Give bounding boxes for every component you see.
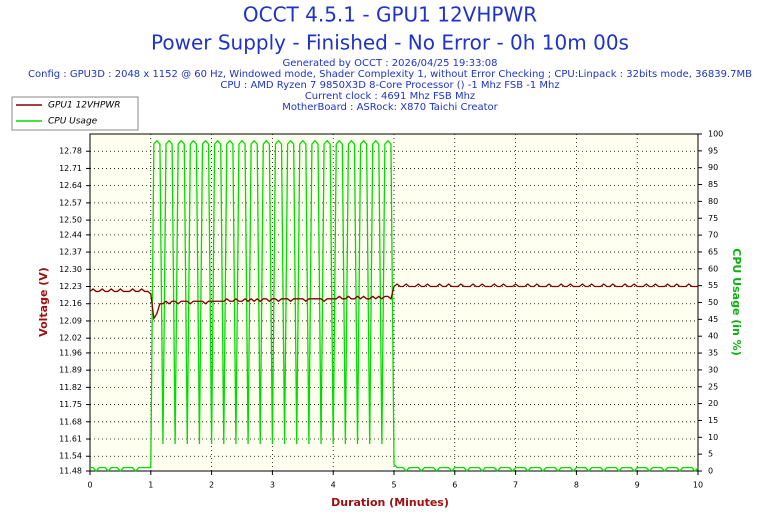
- y-tick-label: 12.78: [59, 147, 82, 156]
- y-tick-label: 11.82: [59, 383, 82, 392]
- x-tick-label: 3: [270, 481, 275, 490]
- y-tick-label: 11.96: [59, 348, 82, 357]
- legend-label: CPU Usage: [48, 117, 98, 127]
- y2-tick-label: 55: [708, 281, 718, 290]
- y2-tick-label: 30: [708, 365, 718, 374]
- y-tick-label: 12.50: [59, 216, 82, 225]
- legend-box: [11, 96, 139, 131]
- y-tick-label: 11.89: [59, 366, 82, 375]
- x-tick-label: 10: [693, 481, 703, 490]
- y2-tick-label: 45: [708, 315, 718, 324]
- data-line: [89, 283, 698, 321]
- y-tick-label: 12.64: [59, 181, 82, 190]
- y-tick-label: 11.75: [59, 400, 82, 409]
- y2-tick-label: 15: [708, 416, 718, 425]
- x-tick-label: 6: [452, 481, 457, 490]
- y-tick-label: 12.57: [59, 198, 82, 207]
- y2-axis-label: CPU Usage (in %): [730, 248, 743, 355]
- y-tick-label: 12.30: [59, 265, 82, 274]
- y2-tick-label: 95: [708, 146, 718, 155]
- y2-tick-label: 25: [708, 382, 718, 391]
- x-tick-label: 8: [574, 481, 579, 490]
- x-axis-label: Duration (Minutes): [331, 496, 449, 509]
- x-tick-label: 1: [148, 481, 153, 490]
- chart-title: OCCT 4.5.1 - GPU1 12VHPWR: [243, 3, 537, 27]
- legend-label: GPU1 12VHPWR: [48, 101, 121, 111]
- y2-tick-label: 80: [708, 197, 718, 206]
- y2-tick-label: 0: [708, 467, 713, 476]
- x-tick-label: 9: [635, 481, 640, 490]
- data-line: [90, 139, 699, 472]
- y2-tick-label: 50: [708, 298, 718, 307]
- y2-tick-label: 35: [708, 349, 718, 358]
- y2-tick-label: 70: [708, 231, 718, 240]
- y2-tick-label: 10: [708, 433, 718, 442]
- y-tick-label: 11.48: [59, 467, 82, 476]
- x-tick-label: 2: [209, 481, 214, 490]
- x-tick-label: 7: [513, 481, 518, 490]
- y-tick-label: 11.61: [59, 435, 82, 444]
- y-tick-label: 12.16: [59, 299, 82, 308]
- y-tick-label: 12.71: [59, 164, 82, 173]
- y-tick-label: 12.09: [59, 316, 82, 325]
- info-line: Generated by OCCT : 2026/04/25 19:33:08: [282, 58, 497, 69]
- y2-tick-label: 100: [708, 130, 723, 139]
- x-tick-label: 4: [331, 481, 336, 490]
- y2-tick-label: 90: [708, 163, 718, 172]
- y2-tick-label: 20: [708, 399, 718, 408]
- y2-tick-label: 75: [708, 214, 718, 223]
- x-tick-label: 5: [391, 481, 396, 490]
- y-tick-label: 11.68: [59, 417, 82, 426]
- y-tick-label: 12.37: [59, 248, 82, 257]
- info-line: Current clock : 4691 Mhz FSB Mhz: [305, 91, 475, 102]
- y-axis-label: Voltage (V): [37, 267, 50, 337]
- y2-tick-label: 60: [708, 264, 718, 273]
- chart-subtitle: Power Supply - Finished - No Error - 0h …: [151, 31, 629, 55]
- y2-tick-label: 40: [708, 332, 718, 341]
- y-tick-label: 11.54: [59, 452, 82, 461]
- y2-tick-label: 85: [708, 180, 718, 189]
- info-line: CPU : AMD Ryzen 7 9850X3D 8-Core Process…: [220, 80, 559, 91]
- info-line: MotherBoard : ASRock: X870 Taichi Creato…: [282, 102, 498, 113]
- y-tick-label: 12.02: [59, 334, 82, 343]
- y-tick-label: 12.23: [59, 282, 82, 291]
- x-tick-label: 0: [87, 481, 92, 490]
- y2-tick-label: 5: [708, 450, 713, 459]
- info-line: Config : GPU3D : 2048 x 1152 @ 60 Hz, Wi…: [28, 69, 752, 80]
- y2-tick-label: 65: [708, 247, 718, 256]
- y-tick-label: 12.44: [59, 230, 82, 239]
